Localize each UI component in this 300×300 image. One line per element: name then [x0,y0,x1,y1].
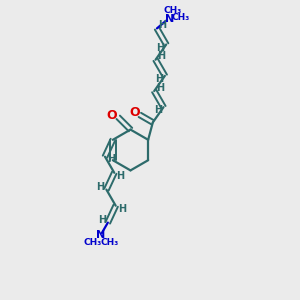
Text: CH₃: CH₃ [164,6,182,15]
Text: H: H [156,83,164,93]
Text: O: O [129,106,140,119]
Text: H: H [157,43,165,53]
Text: O: O [106,109,117,122]
Text: CH₃: CH₃ [172,13,190,22]
Text: CH₃: CH₃ [84,238,102,247]
Text: H: H [96,182,104,192]
Text: N: N [165,14,174,24]
Text: H: H [155,74,163,84]
Text: H: H [116,171,124,181]
Text: H: H [154,106,162,116]
Text: H: H [107,154,115,164]
Text: CH₃: CH₃ [100,238,118,247]
Text: H: H [118,203,126,214]
Text: H: H [157,51,165,62]
Text: H: H [159,20,167,30]
Text: N: N [96,230,105,240]
Text: H: H [98,215,106,225]
